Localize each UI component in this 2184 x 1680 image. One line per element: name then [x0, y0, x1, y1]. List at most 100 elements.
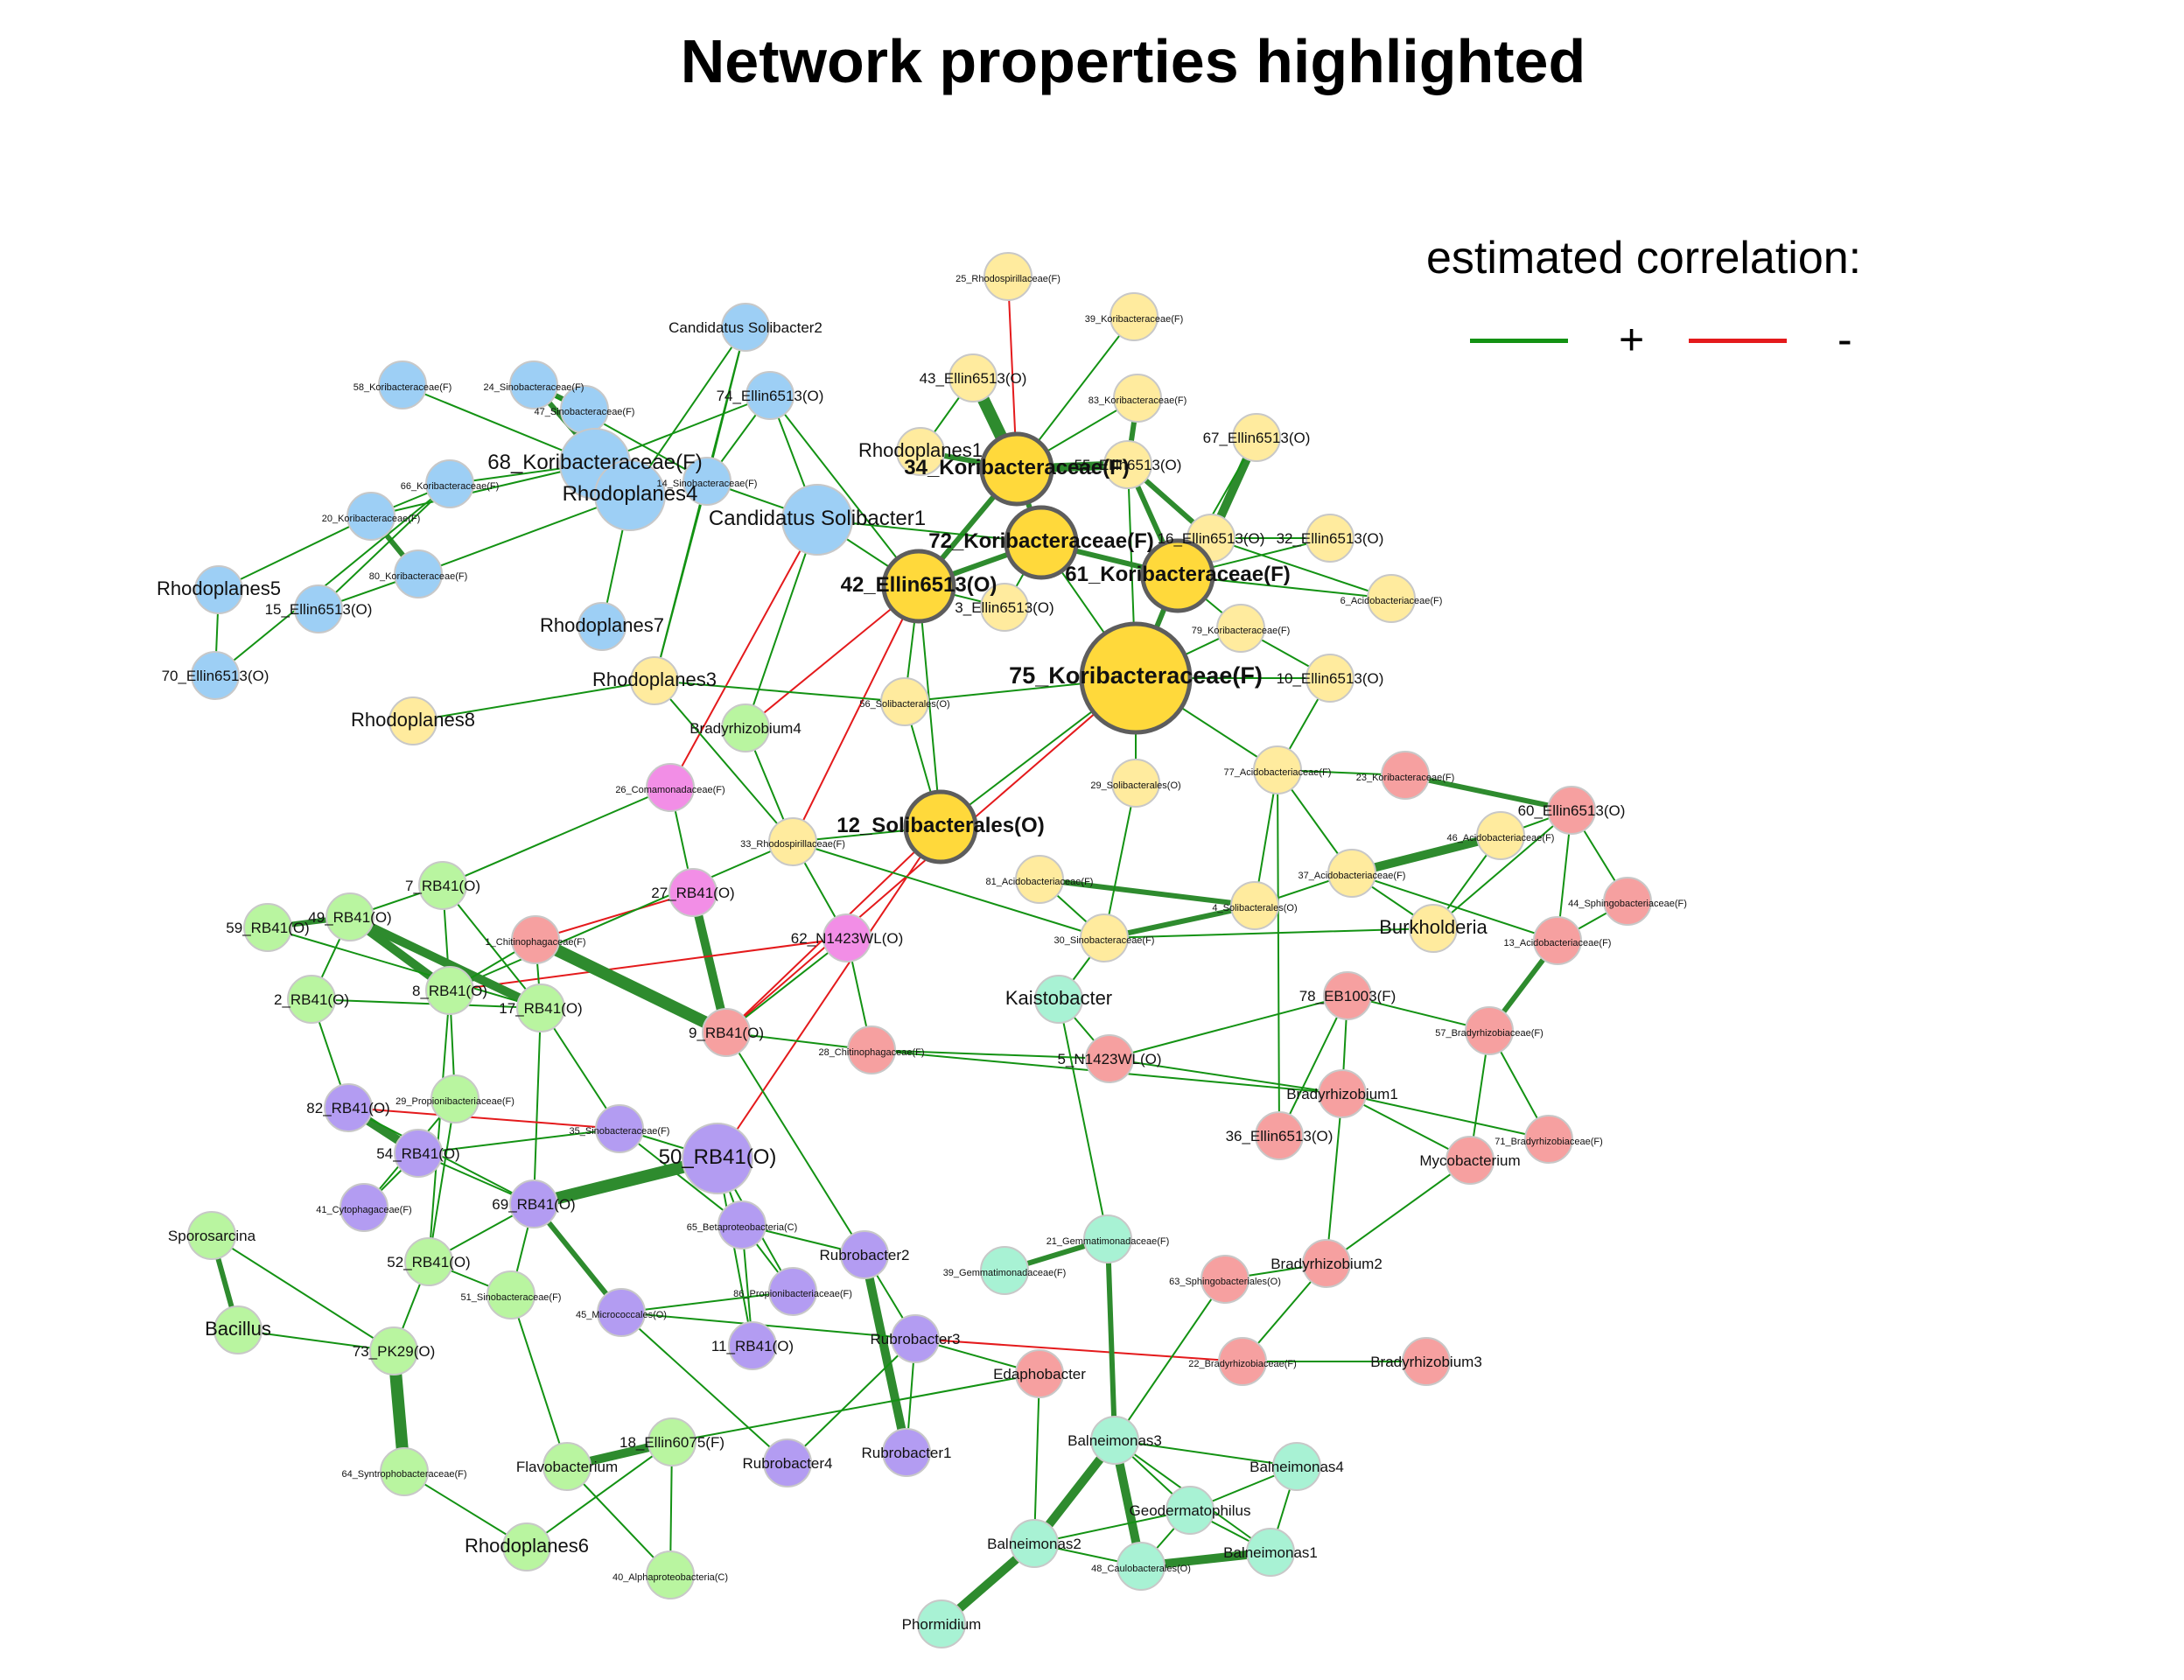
node-n77[interactable] [1253, 746, 1302, 794]
node-n26[interactable] [646, 763, 695, 812]
node-n27[interactable] [668, 868, 718, 917]
node-n5[interactable] [1085, 1034, 1134, 1083]
node-n24[interactable] [509, 360, 558, 410]
node-n14[interactable] [682, 457, 732, 506]
node-n30[interactable] [1080, 914, 1129, 962]
node-nBal3[interactable] [1090, 1416, 1139, 1465]
node-n36[interactable] [1255, 1111, 1304, 1160]
node-n35[interactable] [595, 1104, 644, 1153]
node-n28[interactable] [847, 1026, 896, 1074]
node-n52[interactable] [404, 1237, 453, 1286]
node-nRh4[interactable] [594, 459, 666, 531]
node-nBal2[interactable] [1010, 1519, 1059, 1568]
node-n6[interactable] [1367, 574, 1416, 623]
node-n32[interactable] [1306, 514, 1354, 563]
node-n58[interactable] [378, 360, 427, 410]
node-nFlavo[interactable] [542, 1442, 592, 1491]
node-n23[interactable] [1381, 751, 1430, 800]
node-n54[interactable] [394, 1129, 443, 1178]
node-n67[interactable] [1232, 413, 1281, 462]
node-n44[interactable] [1603, 877, 1652, 926]
node-n9[interactable] [702, 1008, 751, 1057]
node-n60[interactable] [1547, 786, 1596, 835]
node-n70[interactable] [191, 651, 240, 700]
node-n8[interactable] [425, 966, 474, 1015]
node-n34[interactable] [979, 431, 1054, 507]
node-n2[interactable] [287, 975, 336, 1024]
node-n29[interactable] [1111, 759, 1160, 808]
node-nCS2[interactable] [721, 303, 770, 352]
node-nRh8[interactable] [388, 696, 438, 746]
node-n17[interactable] [516, 984, 565, 1032]
node-n21[interactable] [1083, 1214, 1132, 1264]
node-n48[interactable] [1116, 1542, 1166, 1591]
node-nRub3[interactable] [891, 1314, 940, 1363]
node-n65[interactable] [718, 1200, 766, 1250]
node-nRh6[interactable] [502, 1522, 551, 1572]
node-n12[interactable] [903, 789, 978, 864]
node-n45[interactable] [597, 1288, 646, 1337]
node-n51[interactable] [486, 1270, 536, 1320]
node-nMyco[interactable] [1446, 1136, 1494, 1185]
node-nBal4[interactable] [1272, 1442, 1321, 1491]
node-n74[interactable] [746, 371, 794, 420]
node-n33[interactable] [768, 817, 817, 866]
node-n72[interactable] [1004, 505, 1079, 580]
node-nBac[interactable] [214, 1306, 262, 1354]
node-n22[interactable] [1218, 1337, 1267, 1386]
node-n15[interactable] [294, 584, 343, 634]
node-n37[interactable] [1327, 849, 1376, 898]
node-n50[interactable] [682, 1123, 753, 1194]
node-n43[interactable] [948, 354, 998, 402]
node-n69[interactable] [509, 1180, 558, 1228]
node-n64[interactable] [380, 1447, 429, 1496]
node-nBr2[interactable] [1302, 1239, 1351, 1288]
node-n20[interactable] [346, 492, 396, 541]
node-nPhorm[interactable] [917, 1600, 966, 1648]
node-n55[interactable] [1103, 440, 1152, 489]
node-n73[interactable] [369, 1326, 418, 1376]
node-n59[interactable] [243, 903, 292, 952]
node-nBr4[interactable] [721, 704, 770, 752]
node-nRh1[interactable] [896, 427, 945, 476]
node-n57[interactable] [1465, 1006, 1514, 1055]
node-n46[interactable] [1476, 811, 1525, 860]
node-n49[interactable] [326, 892, 374, 942]
node-nKais[interactable] [1034, 975, 1083, 1024]
node-nBal1[interactable] [1246, 1528, 1295, 1577]
node-nBr3[interactable] [1402, 1337, 1451, 1386]
node-n13[interactable] [1533, 916, 1582, 965]
node-n42[interactable] [881, 549, 956, 624]
node-n78[interactable] [1323, 971, 1372, 1020]
node-nSporo[interactable] [187, 1211, 236, 1260]
node-nEdaph[interactable] [1015, 1349, 1064, 1398]
node-nCS1[interactable] [781, 484, 853, 556]
node-n71[interactable] [1524, 1115, 1573, 1164]
node-nGeoder[interactable] [1166, 1486, 1214, 1535]
node-n18[interactable] [648, 1418, 696, 1466]
node-n39[interactable] [1110, 292, 1158, 341]
node-n7[interactable] [418, 861, 467, 910]
node-n25[interactable] [984, 252, 1032, 301]
node-n62[interactable] [822, 914, 872, 962]
node-n29b[interactable] [430, 1074, 480, 1124]
node-nRub4[interactable] [763, 1438, 812, 1488]
node-n61[interactable] [1140, 538, 1215, 613]
node-nRh7[interactable] [578, 602, 626, 651]
node-n83[interactable] [1113, 374, 1162, 423]
node-nRub2[interactable] [840, 1230, 889, 1279]
node-n41[interactable] [340, 1183, 388, 1232]
node-n79[interactable] [1216, 604, 1265, 653]
node-nBurk[interactable] [1409, 904, 1458, 953]
node-n86[interactable] [768, 1267, 817, 1316]
node-nBr1[interactable] [1318, 1069, 1367, 1118]
node-nRh5[interactable] [194, 565, 243, 614]
node-n1[interactable] [511, 915, 560, 964]
node-n56[interactable] [880, 677, 929, 726]
node-n3[interactable] [980, 583, 1029, 632]
node-n63[interactable] [1200, 1255, 1250, 1304]
node-n39b[interactable] [980, 1246, 1029, 1295]
node-n80[interactable] [394, 550, 443, 598]
node-n40[interactable] [646, 1550, 695, 1600]
node-nRub1[interactable] [882, 1428, 931, 1477]
